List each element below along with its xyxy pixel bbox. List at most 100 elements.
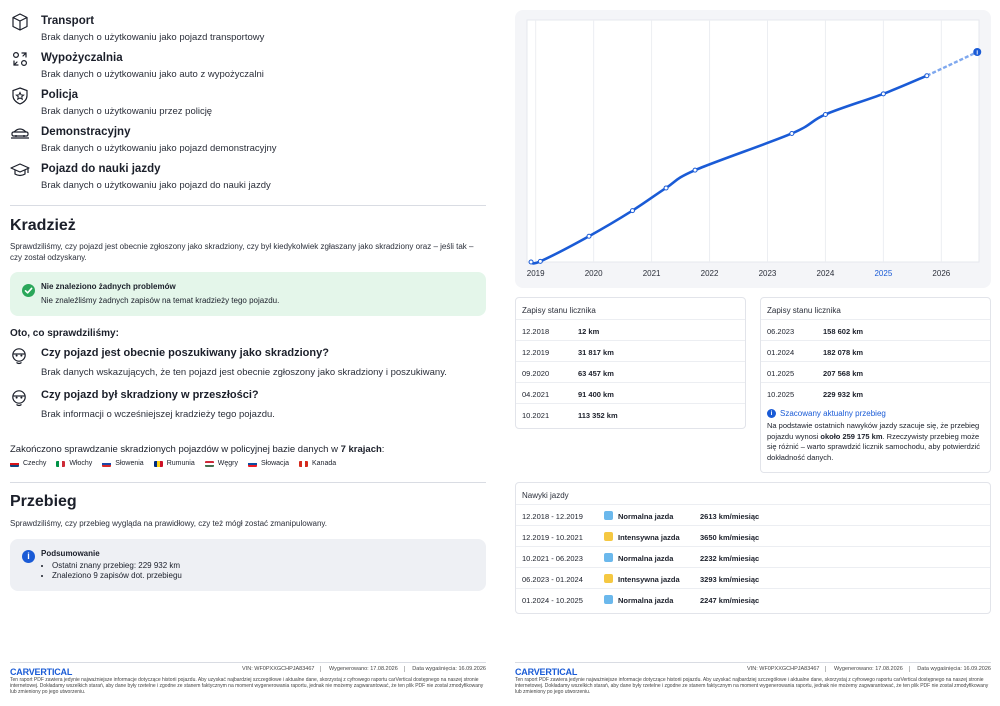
odometer-row: 01.2024 182 078 km bbox=[761, 340, 990, 361]
footer-disclaimer: Ten raport PDF zawiera jedynie najważnie… bbox=[515, 677, 989, 696]
habit-period: 12.2018 - 12.2019 bbox=[522, 512, 583, 521]
habit-color-swatch bbox=[604, 511, 613, 520]
odometer-date: 04.2021 bbox=[522, 390, 550, 399]
question-answer: Brak danych wskazujących, że ten pojazd … bbox=[41, 367, 447, 378]
checked-heading: Oto, co sprawdziliśmy: bbox=[10, 328, 119, 339]
mileage-chart: 2019 2020 2021 2022 2023 2024 2025 2026 i bbox=[515, 10, 991, 288]
info-icon: i bbox=[22, 550, 35, 563]
question-title: Czy pojazd jest obecnie poszukiwany jako… bbox=[41, 347, 329, 359]
usage-item: Wypożyczalnia Brak danych o użytkowaniu j… bbox=[10, 37, 486, 80]
usage-title: Wypożyczalnia bbox=[41, 52, 123, 64]
x-tick-label: 2019 bbox=[527, 269, 545, 278]
habit-rate: 2613 km/miesiąc bbox=[700, 512, 760, 521]
country-name: Włochy bbox=[69, 460, 93, 467]
country-name: Słowenia bbox=[115, 460, 144, 467]
usage-item: Demonstracyjny Brak danych o użytkowaniu … bbox=[10, 111, 486, 154]
data-point bbox=[629, 208, 635, 214]
usage-title: Policja bbox=[41, 89, 79, 101]
footer-disclaimer: Ten raport PDF zawiera jedynie najważnie… bbox=[10, 677, 484, 696]
country-item: Kanada bbox=[298, 460, 336, 467]
usage-title: Pojazd do nauki jazdy bbox=[41, 163, 161, 175]
x-tick-label: 2025 bbox=[874, 269, 892, 278]
summary-title: Podsumowanie bbox=[41, 549, 100, 558]
expiry-date: Data wygaśnięcia: 16.09.2026 bbox=[412, 666, 486, 673]
estimate-title: i Szacowany aktualny przebieg bbox=[767, 409, 886, 418]
odometer-value: 91 400 km bbox=[578, 390, 614, 399]
x-tick-label: 2026 bbox=[932, 269, 950, 278]
country-item: Węgry bbox=[204, 460, 238, 467]
usage-item: Pojazd do nauki jazdy Brak danych o użytk… bbox=[10, 148, 486, 191]
data-point bbox=[924, 73, 930, 79]
vin: VIN: WF0PXXGCHPJA83467 bbox=[747, 666, 820, 673]
mileage-title: Przebieg bbox=[10, 493, 77, 510]
odometer-date: 12.2018 bbox=[522, 327, 550, 336]
police-badge-icon bbox=[10, 86, 30, 106]
x-tick-label: 2021 bbox=[643, 269, 661, 278]
habit-color-swatch bbox=[604, 574, 613, 583]
odometer-value: 207 568 km bbox=[823, 369, 864, 378]
odometer-date: 01.2025 bbox=[767, 369, 795, 378]
habit-period: 10.2021 - 06.2023 bbox=[522, 554, 583, 563]
data-point bbox=[822, 111, 828, 117]
habit-kind: Intensywna jazda bbox=[618, 575, 680, 584]
flag-icon bbox=[56, 460, 66, 467]
graduation-cap-icon bbox=[10, 160, 30, 180]
odometer-title: Zapisy stanu licznika bbox=[767, 306, 841, 315]
summary-item: Znaleziono 9 zapisów dot. przebiegu bbox=[52, 571, 182, 581]
x-tick-label: 2024 bbox=[817, 269, 835, 278]
country-name: Węgry bbox=[217, 460, 238, 467]
mileage-chart-svg: 2019 2020 2021 2022 2023 2024 2025 2026 i bbox=[526, 19, 982, 278]
data-point bbox=[789, 130, 795, 136]
habit-row: 01.2024 - 10.2025 Normalna jazda 2247 km/m… bbox=[516, 588, 990, 609]
odometer-row: 06.2023 158 602 km bbox=[761, 319, 990, 340]
flag-icon bbox=[247, 460, 257, 467]
theft-title: Kradzież bbox=[10, 217, 76, 234]
theft-description: Sprawdziliśmy, czy pojazd jest obecnie z… bbox=[10, 242, 474, 262]
box-icon bbox=[10, 12, 30, 32]
estimate-line bbox=[926, 50, 978, 77]
odometer-value: 12 km bbox=[578, 327, 600, 336]
odometer-value: 113 352 km bbox=[578, 411, 618, 420]
estimate-post: . Rzeczywisty przebieg może się różnić –… bbox=[767, 431, 981, 462]
habit-row: 06.2023 - 01.2024 Intensywna jazda 3293 km… bbox=[516, 567, 990, 588]
data-point bbox=[537, 258, 543, 264]
mileage-line bbox=[529, 74, 929, 265]
habit-kind: Intensywna jazda bbox=[618, 533, 680, 542]
usage-title: Demonstracyjny bbox=[41, 126, 131, 138]
plot-area bbox=[526, 19, 980, 263]
footer: CARVERTICAL VIN: WF0PXXGCHPJA83467 Wygen… bbox=[10, 662, 486, 702]
habit-rate: 2232 km/miesiąc bbox=[700, 554, 760, 563]
habit-row: 10.2021 - 06.2023 Normalna jazda 2232 km/m… bbox=[516, 546, 990, 567]
odometer-panel-right: Zapisy stanu licznika 06.2023 158 602 km 0… bbox=[760, 297, 991, 473]
summary-list: Ostatni znany przebieg: 229 932 kmZnalez… bbox=[52, 561, 182, 581]
estimate-title-text: Szacowany aktualny przebieg bbox=[780, 409, 886, 418]
estimate-pre: Na podstawie ostatnich nawyków jazdy sza… bbox=[767, 421, 980, 441]
country-item: Słowenia bbox=[102, 460, 144, 467]
data-point bbox=[663, 185, 669, 191]
rental-icon bbox=[10, 49, 30, 69]
usage-title: Transport bbox=[41, 15, 95, 27]
flag-icon bbox=[102, 460, 112, 467]
habit-color-swatch bbox=[604, 553, 613, 562]
question-answer: Brak informacji o wcześniejszej kradzież… bbox=[41, 409, 275, 420]
info-icon: i bbox=[976, 51, 978, 57]
demo-car-icon bbox=[10, 123, 30, 143]
db-count: 7 krajach bbox=[340, 444, 382, 455]
habit-row: 12.2019 - 10.2021 Intensywna jazda 3650 km… bbox=[516, 525, 990, 546]
habit-row: 12.2018 - 12.2019 Normalna jazda 2613 km/m… bbox=[516, 504, 990, 525]
estimate-point bbox=[973, 48, 982, 56]
habit-rate: 3293 km/miesiąc bbox=[700, 575, 760, 584]
odometer-date: 09.2020 bbox=[522, 369, 550, 378]
generated-date: Wygenerowano: 17.08.2026 bbox=[329, 666, 398, 673]
odometer-value: 182 078 km bbox=[823, 348, 864, 357]
info-icon: i bbox=[767, 409, 776, 418]
habits-title: Nawyki jazdy bbox=[522, 491, 569, 500]
mileage-description: Sprawdziliśmy, czy przebieg wygląda na p… bbox=[10, 519, 328, 528]
expiry-date: Data wygaśnięcia: 16.09.2026 bbox=[917, 666, 991, 673]
usage-description: Brak danych o użytkowaniu jako pojazd do… bbox=[41, 180, 271, 191]
odometer-row: 10.2021 113 352 km bbox=[516, 403, 745, 424]
odometer-date: 06.2023 bbox=[767, 327, 795, 336]
country-name: Rumunia bbox=[166, 460, 195, 467]
habit-rate: 2247 km/miesiąc bbox=[700, 596, 760, 605]
country-item: Czechy bbox=[10, 460, 46, 467]
